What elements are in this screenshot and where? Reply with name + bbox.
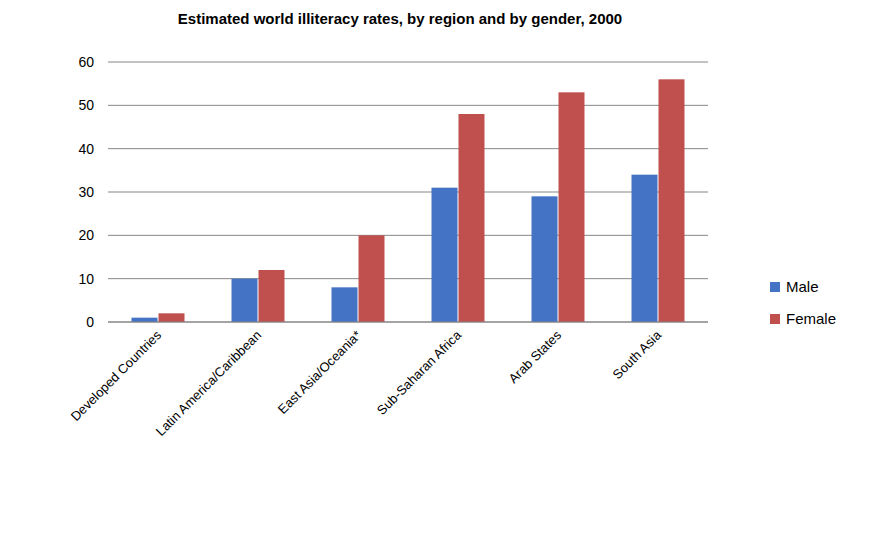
bar <box>459 114 485 322</box>
grid-line <box>108 278 708 279</box>
x-tick-label: South Asia <box>610 327 665 382</box>
grid-line <box>108 192 708 193</box>
grid-line <box>108 62 708 63</box>
grid-line <box>108 235 708 236</box>
legend-label: Male <box>786 278 819 295</box>
y-tick-label: 10 <box>78 271 94 287</box>
x-tick-label: East Asia/Oceania* <box>275 328 364 417</box>
x-tick-label: Developed Countries <box>68 327 165 424</box>
bar <box>132 318 158 322</box>
bar <box>259 270 285 322</box>
bar <box>159 313 185 322</box>
bar <box>659 79 685 322</box>
x-tick-label: Arab States <box>505 327 564 386</box>
bar <box>332 287 358 322</box>
chart-title: Estimated world illiteracy rates, by reg… <box>178 10 622 27</box>
y-tick-label: 20 <box>78 227 94 243</box>
x-tick-label: Sub-Saharan Africa <box>374 327 465 418</box>
y-tick-label: 50 <box>78 97 94 113</box>
grid-line <box>108 322 708 323</box>
y-tick-label: 30 <box>78 184 94 200</box>
bars <box>132 79 685 322</box>
bar <box>532 196 558 322</box>
bar <box>232 279 258 322</box>
y-tick-label: 0 <box>86 314 94 330</box>
bar <box>559 92 585 322</box>
y-tick-label: 60 <box>78 54 94 70</box>
grid-line <box>108 105 708 106</box>
bar <box>632 175 658 322</box>
chart: Estimated world illiteracy rates, by reg… <box>0 0 882 546</box>
legend-swatch <box>770 282 780 292</box>
legend-swatch <box>770 314 780 324</box>
x-axis <box>108 322 708 323</box>
y-tick-label: 40 <box>78 141 94 157</box>
legend-label: Female <box>786 310 836 327</box>
bar <box>359 235 385 322</box>
bar <box>432 188 458 322</box>
x-tick-label: Latin America/Caribbean <box>153 328 264 439</box>
grid-line <box>108 148 708 149</box>
